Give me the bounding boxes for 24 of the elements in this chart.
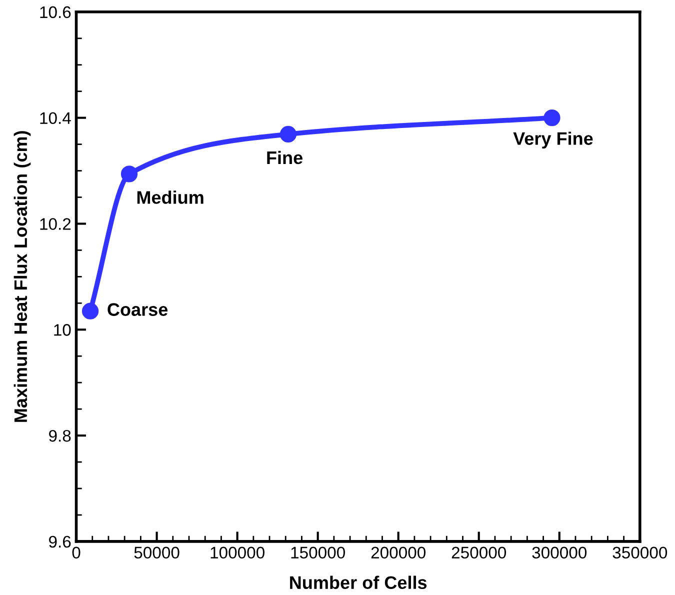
x-axis-title: Number of Cells <box>290 576 427 589</box>
y-tick-label: 10.6 <box>40 6 71 18</box>
y-tick-label: 9.6 <box>49 536 71 548</box>
y-axis-title: Maximum Heat Flux Location (cm) <box>14 131 31 422</box>
point <box>544 109 560 126</box>
x-tick-label: 100000 <box>210 546 264 559</box>
x-tick-label: 300000 <box>532 546 587 559</box>
x-tick-label: 200000 <box>371 546 426 559</box>
annotation: Medium <box>137 190 204 204</box>
x-tick-label: 250000 <box>452 546 506 559</box>
point <box>120 166 138 182</box>
x-tick-label: 350000 <box>612 546 668 559</box>
y-tick-label: 9.8 <box>49 430 71 442</box>
y-tick-label: 10.4 <box>40 112 71 124</box>
y-tick-label: 10.2 <box>40 218 71 230</box>
annotation: Coarse <box>108 303 168 316</box>
point <box>82 302 99 320</box>
x-tick-label: 50000 <box>134 546 180 559</box>
y-tick-label: 10 <box>54 324 71 336</box>
point <box>280 126 297 143</box>
x-tick-label: 150000 <box>291 546 345 559</box>
x-tick-label: 0 <box>72 546 80 559</box>
annotation: Very Fine <box>513 132 593 149</box>
annotation: Fine <box>267 150 302 164</box>
